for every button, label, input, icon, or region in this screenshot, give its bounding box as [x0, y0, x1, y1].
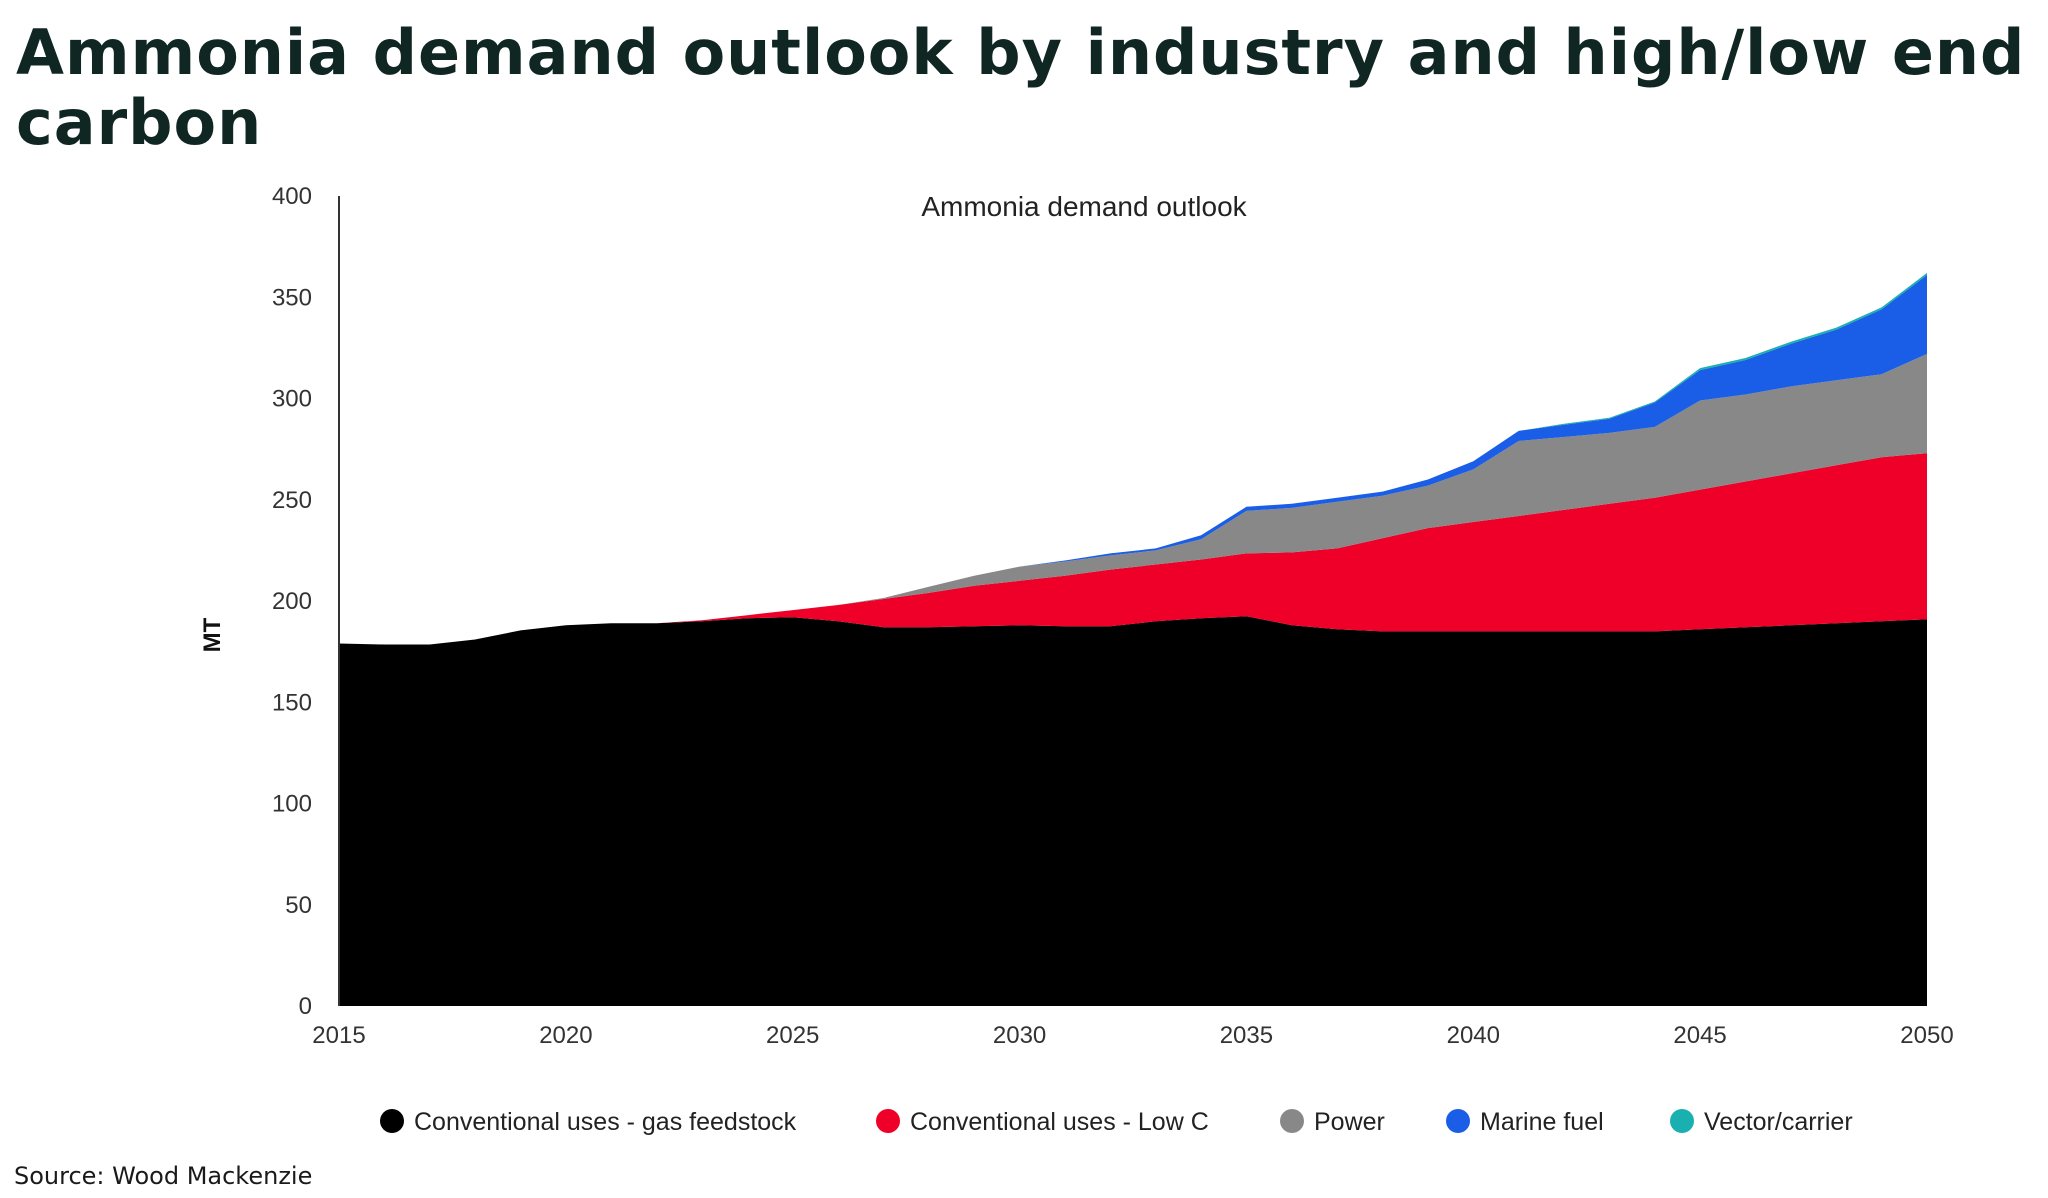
legend-swatch-power [1280, 1109, 1304, 1133]
y-tick-label: 300 [272, 386, 312, 413]
x-tick-label: 2045 [1673, 1022, 1726, 1049]
y-tick-label: 150 [272, 689, 312, 716]
legend-swatch-marine-fuel [1446, 1109, 1470, 1133]
x-tick-label: 2050 [1900, 1022, 1953, 1049]
area-series-group [339, 272, 1927, 1006]
stacked-area-chart: Ammonia demand outlook MT 0 50 100 150 200 25… [199, 183, 1954, 1136]
legend-label: Vector/carrier [1704, 1108, 1853, 1136]
y-axis-label: MT [199, 617, 226, 652]
legend: Conventional uses - gas feedstock Convent… [380, 1108, 1853, 1136]
y-tick-label: 100 [272, 791, 312, 818]
y-tick-labels: 0 50 100 150 200 250 300 350 400 [272, 183, 312, 1020]
x-tick-label: 2035 [1220, 1022, 1273, 1049]
chart-title: Ammonia demand outlook [921, 191, 1247, 222]
x-tick-label: 2040 [1447, 1022, 1500, 1049]
x-tick-label: 2020 [539, 1022, 592, 1049]
x-tick-label: 2025 [766, 1022, 819, 1049]
area-power [339, 353, 1927, 645]
x-tick-label: 2030 [993, 1022, 1046, 1049]
area-low-c [339, 453, 1927, 645]
area-gas-feedstock [339, 616, 1927, 1006]
legend-label: Power [1314, 1108, 1385, 1136]
legend-label: Conventional uses - Low C [910, 1108, 1209, 1136]
legend-swatch-vector-carrier [1670, 1109, 1694, 1133]
y-tick-label: 400 [272, 183, 312, 210]
y-tick-label: 50 [285, 892, 312, 919]
y-tick-label: 250 [272, 487, 312, 514]
x-tick-labels: 2015 2020 2025 2030 2035 2040 2045 2050 [312, 1022, 1953, 1049]
y-tick-label: 350 [272, 284, 312, 311]
source-note: Source: Wood Mackenzie [14, 1162, 313, 1190]
x-tick-label: 2015 [312, 1022, 365, 1049]
legend-label: Conventional uses - gas feedstock [414, 1108, 797, 1136]
legend-swatch-low-c [876, 1109, 900, 1133]
page-title: Ammonia demand outlook by industry and h… [16, 16, 2026, 159]
y-tick-label: 200 [272, 588, 312, 615]
legend-label: Marine fuel [1480, 1108, 1604, 1136]
legend-swatch-gas-feedstock [380, 1109, 404, 1133]
y-tick-label: 0 [299, 993, 312, 1020]
